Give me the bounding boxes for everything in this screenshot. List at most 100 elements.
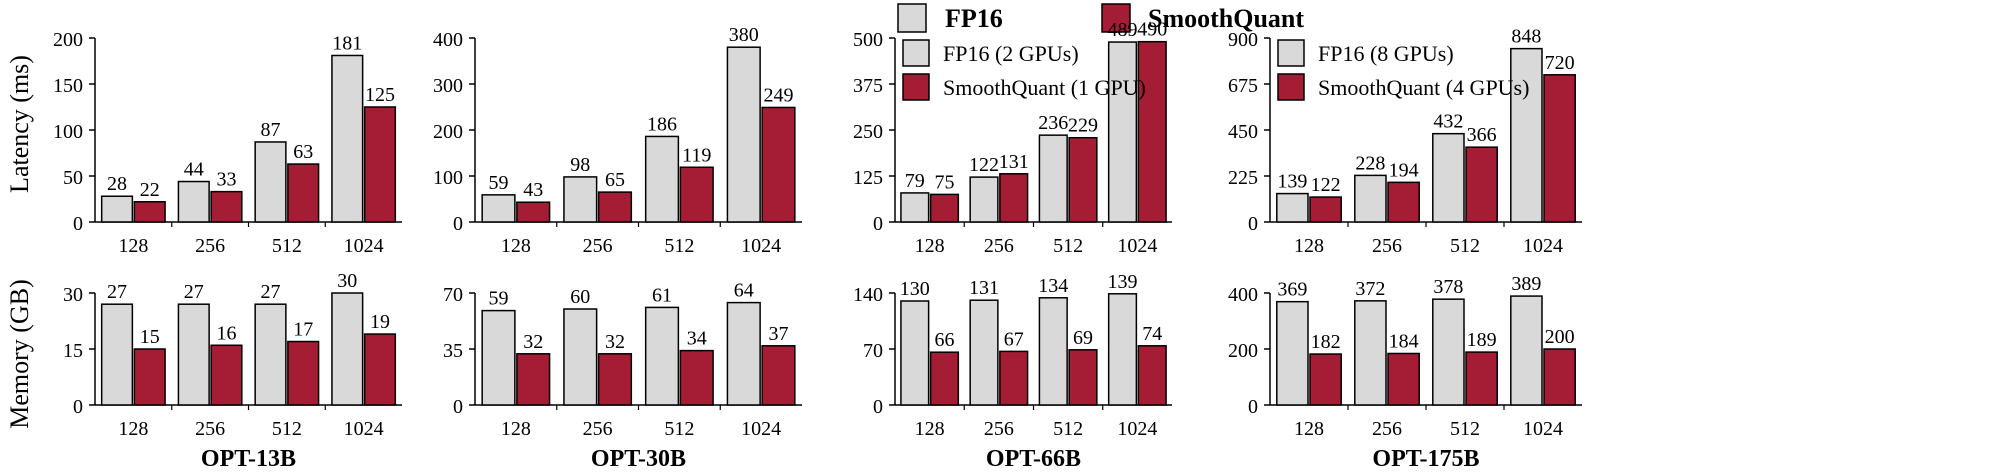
top-legend: FP16 SmoothQuant	[897, 3, 1304, 33]
x-tick-label: 512	[1450, 418, 1480, 440]
y-tick-label: 0	[453, 213, 463, 235]
legend-swatch-smoothquant	[1101, 3, 1131, 33]
x-tick-label: 128	[1294, 235, 1324, 257]
legend-label-smoothquant: SmoothQuant	[1148, 4, 1304, 33]
bar-smoothquant	[287, 163, 320, 223]
x-tick-label: 256	[984, 235, 1014, 257]
bar-smoothquant	[1543, 74, 1576, 223]
bar-fp16	[1354, 300, 1387, 406]
y-tick-label: 0	[873, 213, 883, 235]
chart-panel: 0 50 100 150 200 128 28 22 256 44 33 512 87 63 1024 181…	[53, 29, 402, 257]
data-label: 236	[1038, 112, 1068, 134]
legend-label-fp16: FP16	[945, 4, 1003, 33]
data-label: 122	[1311, 174, 1341, 196]
bar-fp16	[1432, 132, 1465, 223]
bar-fp16	[1107, 293, 1138, 406]
data-label: 27	[107, 281, 127, 303]
bar-fp16	[177, 303, 210, 406]
data-label: 119	[682, 144, 711, 166]
y-tick-label: 250	[853, 121, 883, 143]
data-label: 43	[523, 179, 543, 201]
bar-fp16	[969, 299, 999, 406]
x-tick-label: 256	[1372, 418, 1402, 440]
bar-smoothquant	[210, 344, 243, 406]
bar-smoothquant	[679, 166, 714, 223]
legend-label: SmoothQuant (1 GPU)	[943, 75, 1146, 100]
y-tick-label: 30	[63, 284, 83, 306]
bar-fp16	[726, 46, 761, 223]
bar-smoothquant	[1465, 146, 1498, 223]
x-tick-label: 256	[1372, 235, 1402, 257]
bar-fp16	[1354, 174, 1387, 223]
data-label: 139	[1277, 171, 1307, 193]
bar-smoothquant	[761, 345, 796, 406]
data-label: 32	[605, 331, 625, 353]
y-tick-label: 35	[443, 340, 463, 362]
data-label: 17	[293, 319, 313, 341]
data-label: 66	[934, 329, 954, 351]
bar-fp16	[177, 180, 210, 223]
x-tick-label: 512	[664, 418, 694, 440]
bar-fp16	[100, 195, 134, 223]
x-tick-label: 1024	[344, 235, 384, 257]
bar-smoothquant	[999, 350, 1029, 406]
bar-smoothquant	[133, 348, 166, 406]
bar-smoothquant	[929, 351, 960, 406]
bar-fp16	[644, 135, 680, 223]
data-label: 19	[370, 311, 390, 333]
bar-smoothquant	[516, 353, 551, 406]
x-tick-label: 128	[915, 418, 945, 440]
bar-fp16	[481, 309, 516, 406]
bar-fp16	[1432, 298, 1465, 406]
y-tick-label: 400	[1228, 284, 1258, 306]
data-label: 65	[605, 169, 625, 191]
x-tick-label: 128	[501, 418, 531, 440]
bar-fp16	[331, 292, 364, 406]
y-tick-label: 900	[1228, 29, 1258, 51]
x-tick-label: 1024	[344, 418, 384, 440]
data-label: 30	[337, 270, 357, 292]
y-tick-label: 140	[853, 284, 883, 306]
bar-smoothquant	[516, 201, 551, 223]
y-tick-label: 200	[53, 29, 83, 51]
data-label: 249	[763, 84, 793, 106]
data-label: 74	[1142, 323, 1162, 345]
y-tick-label: 50	[63, 167, 83, 189]
data-label: 181	[332, 32, 362, 54]
legend-label: FP16 (2 GPUs)	[943, 41, 1079, 66]
data-label: 720	[1545, 52, 1575, 74]
y-tick-label: 200	[433, 121, 463, 143]
bar-fp16	[563, 308, 598, 406]
chart-panel: 0 70 140 128 130 66 256 131 67 512 134 69 1024 139 74 O…	[853, 271, 1172, 472]
legend-label: SmoothQuant (4 GPUs)	[1318, 75, 1529, 100]
y-axis-label-memory: Memory (GB)	[5, 279, 34, 428]
bar-smoothquant	[929, 193, 960, 223]
x-tick-label: 1024	[1523, 418, 1563, 440]
y-tick-label: 100	[433, 167, 463, 189]
y-tick-label: 0	[73, 396, 83, 418]
data-label: 98	[570, 154, 590, 176]
x-tick-label: 128	[118, 235, 148, 257]
data-label: 125	[365, 84, 395, 106]
bar-smoothquant	[210, 190, 243, 223]
bar-fp16	[1276, 192, 1309, 223]
data-label: 134	[1038, 275, 1068, 297]
x-tick-label: 512	[1053, 418, 1083, 440]
data-label: 27	[184, 281, 204, 303]
bar-fp16	[100, 303, 134, 406]
bar-fp16	[900, 192, 930, 223]
bar-fp16	[969, 176, 999, 223]
data-label: 69	[1073, 327, 1093, 349]
bar-fp16	[1276, 300, 1309, 406]
bar-smoothquant	[363, 333, 397, 406]
chart-title: OPT-30B	[591, 446, 686, 472]
y-tick-label: 500	[853, 29, 883, 51]
y-tick-label: 150	[53, 75, 83, 97]
bar-smoothquant	[999, 173, 1029, 223]
legend-swatch	[902, 73, 930, 101]
chart-title: OPT-66B	[986, 446, 1081, 472]
bar-smoothquant	[1068, 136, 1098, 223]
bar-smoothquant	[1137, 345, 1167, 406]
